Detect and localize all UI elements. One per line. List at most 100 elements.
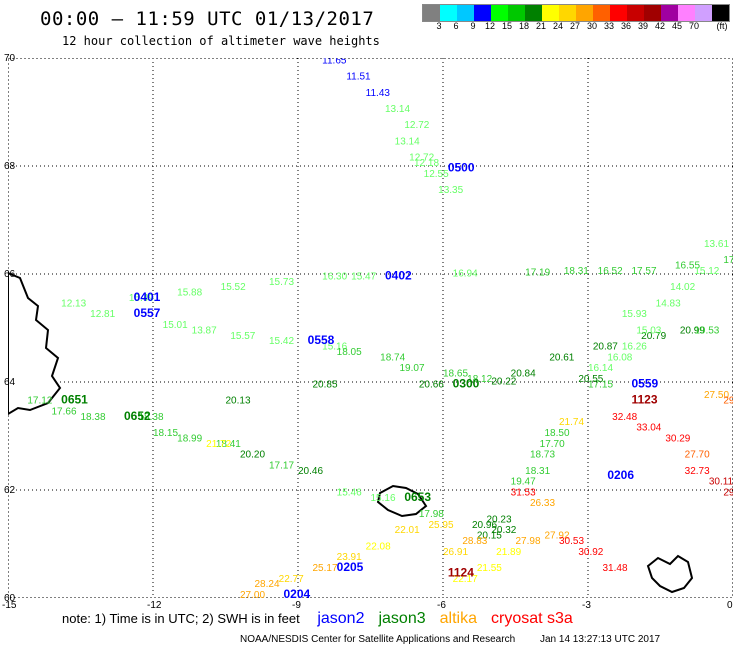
colorbar-swatch <box>644 5 661 21</box>
latitude-tick-label: 62 <box>4 485 16 496</box>
swh-value: 15.47 <box>351 271 376 282</box>
swh-value: 21.74 <box>559 417 584 428</box>
colorbar-swatch <box>440 5 457 21</box>
swh-value: 20.22 <box>491 377 516 388</box>
swh-value: 15.03 <box>636 325 661 336</box>
swh-value: 11.43 <box>366 88 391 99</box>
swh-value: 12.72 <box>404 120 429 131</box>
swh-value: 15.01 <box>163 320 188 331</box>
swh-value: 16.94 <box>453 269 478 280</box>
longitude-tick-label: -12 <box>147 600 162 611</box>
swh-value: 20.55 <box>578 374 603 385</box>
pass-time-label: 0204 <box>284 587 311 598</box>
colorbar-tick-label: 70 <box>688 21 700 31</box>
colorbar-swatch <box>610 5 627 21</box>
legend-item: jason2 <box>317 610 365 627</box>
note-text: note: 1) Time is in UTC; 2) SWH is in fe… <box>62 611 300 626</box>
pass-time-labels: 0500 0402 0401 0557 0558 0300 0651 0652 0653 0559… <box>61 160 658 598</box>
swh-value: 15.42 <box>269 336 294 347</box>
pass-time-label: 0558 <box>308 333 335 347</box>
latitude-tick-label: 60 <box>4 593 16 604</box>
swh-value: 30.29 <box>665 433 690 444</box>
map-gridlines <box>8 58 733 598</box>
faroe-islands <box>376 484 428 518</box>
swh-value: 27.98 <box>516 536 541 547</box>
colorbar-swatch <box>593 5 610 21</box>
swh-value: 17.98 <box>419 509 444 520</box>
swh-value: 15.93 <box>622 309 647 320</box>
colorbar-swatch <box>457 5 474 21</box>
colorbar-ticks: 3 6 9 12 15 18 21 24 27 30 33 36 39 42 45 70 (ft) <box>422 21 732 33</box>
colorbar-tick-label: 24 <box>552 21 564 31</box>
swh-value: 17.12 <box>27 396 52 407</box>
swh-value: 20.15 <box>477 531 502 542</box>
swh-value: 32.73 <box>685 466 710 477</box>
colorbar-swatch <box>423 5 440 21</box>
swh-value: 15.88 <box>177 288 202 299</box>
swh-value: 17.49 <box>723 255 733 266</box>
swh-value: 20.20 <box>240 450 265 461</box>
swh-value: 29.90 <box>723 487 733 498</box>
swh-value: 22.08 <box>366 541 391 552</box>
swh-value: 17.15 <box>588 379 613 390</box>
colorbar-tick-label: 39 <box>637 21 649 31</box>
swh-value: 22.01 <box>395 525 420 536</box>
pass-time-label: 0652 <box>124 409 151 423</box>
pass-time-label: 0559 <box>632 376 659 390</box>
swh-value: 18.05 <box>337 347 362 358</box>
colorbar-swatch <box>678 5 695 21</box>
longitude-tick-label: -15 <box>2 600 17 611</box>
swh-value: 15.49 <box>129 293 154 304</box>
colorbar-swatch <box>491 5 508 21</box>
swh-value: 32.48 <box>612 412 637 423</box>
latitude-tick-label: 70 <box>4 53 16 64</box>
legend-item: jason3 <box>378 610 426 627</box>
swh-value: 26.33 <box>530 498 555 509</box>
longitude-tick-label: -6 <box>437 600 446 611</box>
swh-value: 21.89 <box>496 547 521 558</box>
swh-value: 20.85 <box>313 379 338 390</box>
swh-value: 21.55 <box>477 563 502 574</box>
swh-value: 20.61 <box>549 352 574 363</box>
colorbar-swatch <box>576 5 593 21</box>
swh-value: 20.99 <box>680 325 705 336</box>
swh-value: 23.91 <box>337 552 362 563</box>
pass-time-label: 0300 <box>453 376 480 390</box>
swh-value: 11.51 <box>346 72 371 83</box>
swh-value: 13.61 <box>704 239 729 250</box>
iceland-east-coast <box>8 271 62 416</box>
swh-value: 16.30 <box>322 271 347 282</box>
pass-time-label: 0206 <box>607 468 634 482</box>
swh-value: 25.17 <box>313 563 338 574</box>
colorbar-tick-label: 27 <box>569 21 581 31</box>
colorbar-swatch <box>508 5 525 21</box>
swh-value: 18.65 <box>443 369 468 380</box>
swh-value: 18.15 <box>153 428 178 439</box>
colorbar-tick-label: 36 <box>620 21 632 31</box>
swh-value: 13.35 <box>438 185 463 196</box>
swh-value: 17.70 <box>540 439 565 450</box>
satellite-legend: jason2 jason3 altika cryosat s3a <box>303 610 572 627</box>
swh-value: 13.14 <box>385 104 410 115</box>
colorbar-tick-label: 12 <box>484 21 496 31</box>
swh-value: 18.31 <box>564 266 589 277</box>
swh-value: 18.50 <box>545 428 570 439</box>
pass-time-label: 0557 <box>134 306 161 320</box>
swh-value: 30.92 <box>578 547 603 558</box>
swh-value: 11.65 <box>322 58 347 66</box>
pass-time-label: 0402 <box>385 268 412 282</box>
colorbar-tick-label: 9 <box>470 21 476 31</box>
pass-time-label: 1123 <box>632 393 658 407</box>
swh-value: 17.17 <box>269 460 294 471</box>
longitude-tick-label: 0 <box>727 600 733 611</box>
colorbar-swatch <box>661 5 678 21</box>
latitude-tick-label: 66 <box>4 269 16 280</box>
map-title: 00:00 – 11:59 UTC 01/13/2017 <box>40 8 375 30</box>
swh-value: 21.72 <box>206 439 231 450</box>
swh-value: 15.73 <box>269 277 294 288</box>
swh-value: 22.77 <box>279 574 304 585</box>
swh-value: 15.16 <box>371 493 396 504</box>
latitude-tick-label: 64 <box>4 377 16 388</box>
colorbar-unit: (ft) <box>716 21 728 31</box>
